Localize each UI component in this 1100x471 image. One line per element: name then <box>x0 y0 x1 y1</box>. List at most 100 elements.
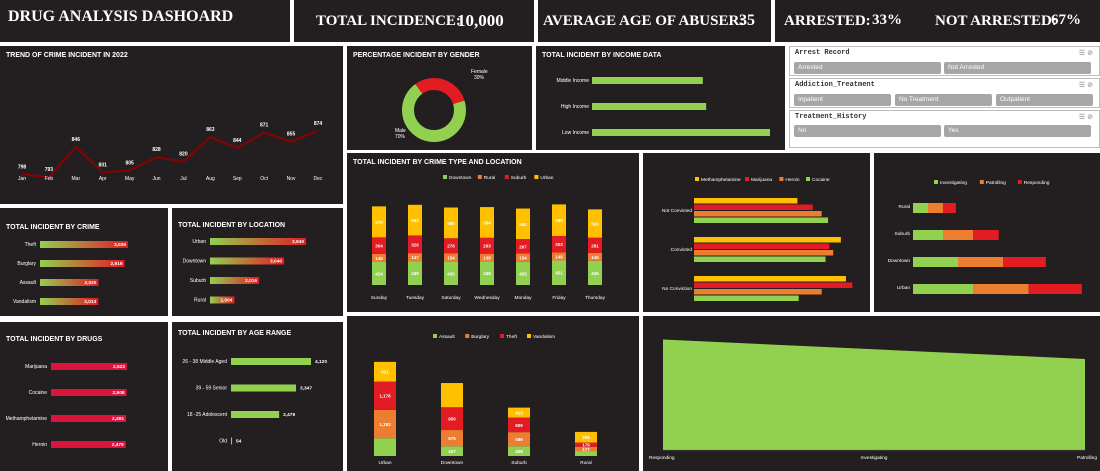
status-area-series <box>663 339 1085 450</box>
crime-location-bar <box>441 407 463 431</box>
crime-type-location-bar <box>588 237 602 253</box>
crime-type-location-bar <box>588 260 602 285</box>
trend-data-label: 871 <box>260 123 269 129</box>
location-tick-label: Downtown <box>183 259 207 265</box>
crime-type-location-data-label: 154 <box>447 255 455 260</box>
slicer-option[interactable]: No Treatment <box>895 94 992 106</box>
filter-icon[interactable]: ☰ ⊘ <box>1078 50 1093 57</box>
location-panel: TOTAL INCIDENT BY LOCATION Urban 3,940 Dow… <box>172 208 343 316</box>
filter-icon[interactable]: ☰ ⊘ <box>1078 114 1093 121</box>
age-tick-label: 26 - 38 Middle Aged <box>183 359 228 365</box>
slicer-option[interactable]: No <box>794 125 941 137</box>
slicer-option[interactable]: Yes <box>944 125 1091 137</box>
drugs-tick-label: Cocaine <box>29 390 48 396</box>
crime-chart: Theft 3,039 Burglary 2,919 Assault 2,020 Vanda… <box>13 241 128 305</box>
slicer-option[interactable]: Not Arrested <box>944 62 1091 74</box>
age-data-label: 3,347 <box>300 386 312 392</box>
crime-type-location-data-label: 563 <box>411 218 419 223</box>
crime-type-location-bar <box>372 237 386 254</box>
age-bar <box>231 358 311 365</box>
crime-location-legend-label: Assault <box>439 334 455 340</box>
status-location-bar <box>1028 284 1082 294</box>
income-tick-label: Middle Income <box>556 78 589 84</box>
conviction-bar <box>694 276 846 282</box>
crime-location-bar <box>575 442 597 447</box>
conviction-legend-label: Marijuana <box>751 177 772 183</box>
crime-type-location-bar <box>372 206 386 238</box>
status-area-tick-label: Responding <box>649 455 675 461</box>
trend-data-label: 855 <box>287 132 296 138</box>
conviction-bar <box>694 211 822 217</box>
income-chart: Middle Income High Income Low Income <box>556 77 770 136</box>
arrested-value: 33% <box>872 12 902 28</box>
crime-type-location-data-label: 326 <box>411 242 419 247</box>
crime-type-location-bar <box>516 253 530 262</box>
trend-tick-label: Dec <box>314 176 323 182</box>
trend-data-label: 820 <box>179 152 188 158</box>
slicer-option[interactable]: Outpatient <box>996 94 1093 106</box>
crime-location-bar <box>441 430 463 447</box>
crime-location-legend-swatch <box>500 334 504 338</box>
page-title: DRUG ANALYSIS DASHOARD <box>8 8 234 25</box>
filter-icon[interactable]: ☰ ⊘ <box>1078 82 1093 89</box>
crime-location-legend-swatch <box>433 334 437 338</box>
conviction-bar <box>694 204 813 210</box>
status-area-panel: Responding Investigating Patrolling <box>643 316 1100 471</box>
conviction-tick-label: No Conviction <box>662 286 692 292</box>
location-data-label: 1,004 <box>220 298 232 304</box>
slicer-option[interactable]: Inpatient <box>794 94 891 106</box>
status-location-bar <box>943 230 973 240</box>
gender-data-label: Female <box>471 69 488 75</box>
crime-location-bar <box>508 417 530 433</box>
crime-type-location-bar <box>516 238 530 254</box>
total-incidence-value: 10,000 <box>457 11 504 30</box>
status-location-tick-label: Urban <box>897 285 910 291</box>
crime-location-bar <box>508 407 530 418</box>
crime-type-location-tick-label: Tuesday <box>406 295 425 301</box>
location-bar <box>210 277 260 284</box>
location-chart: Urban 3,940 Downtown 3,040 Suburb 2,016 Rural 1… <box>183 238 306 304</box>
conviction-legend-label: Cocaine <box>812 177 830 183</box>
crime-tick-label: Vandalism <box>13 299 36 305</box>
slicer-treatment-history[interactable]: Treatment_History ☰ ⊘ No Yes <box>789 110 1100 148</box>
location-bar <box>210 238 306 245</box>
conviction-legend-swatch <box>695 177 699 181</box>
slicer-option[interactable]: Arrested <box>794 62 941 74</box>
age-data-label: 4,120 <box>315 359 327 365</box>
trend-data-label: 846 <box>72 137 81 143</box>
crime-data-label: 2,020 <box>84 280 96 286</box>
crime-location-data-label: 821 <box>381 370 389 375</box>
status-location-bar <box>913 284 973 294</box>
crime-type-location-tick-label: Saturday <box>441 295 461 301</box>
crime-location-data-label: 206 <box>582 435 590 440</box>
conviction-bar <box>694 295 799 301</box>
crime-type-location-data-label: 276 <box>447 244 455 249</box>
crime-type-location-bar <box>552 235 566 253</box>
crime-type-location-data-label: 303 <box>555 242 563 247</box>
slicer-addiction-treatment[interactable]: Addiction_Treatment ☰ ⊘ Inpatient No Tre… <box>789 78 1100 108</box>
crime-location-legend-label: Burglary <box>471 334 489 340</box>
slicer-arrest-record[interactable]: Arrest Record ☰ ⊘ Arrested Not Arrested <box>789 46 1100 76</box>
crime-type-location-data-label: 580 <box>555 218 563 223</box>
crime-location-bar <box>441 446 463 456</box>
status-location-tick-label: Suburb <box>895 231 911 237</box>
crime-type-location-data-label: 154 <box>519 256 527 261</box>
conviction-legend-swatch <box>779 177 784 181</box>
crime-location-tick-label: Rural <box>580 460 591 466</box>
status-area-tick-label: Investigating <box>861 455 888 461</box>
status-area-tick-label: Patrolling <box>1077 455 1097 461</box>
trend-data-label: 874 <box>314 121 323 127</box>
kpi-average-age: AVERAGE AGE OF ABUSER: 35 <box>538 0 771 42</box>
status-area-chart: Responding Investigating Patrolling <box>649 339 1097 461</box>
crime-bar <box>40 279 99 286</box>
crime-type-location-data-label: 424 <box>375 271 383 276</box>
status-location-bar <box>973 284 1029 294</box>
income-title: TOTAL INCIDENT BY INCOME DATA <box>542 52 662 59</box>
crime-type-location-bar <box>372 261 386 285</box>
crime-type-location-bar <box>552 204 566 236</box>
crime-type-location-bar <box>444 238 458 254</box>
crime-location-bar <box>575 451 597 456</box>
crime-data-label: 2,919 <box>111 261 123 267</box>
crime-location-data-label: 408 <box>515 449 523 454</box>
